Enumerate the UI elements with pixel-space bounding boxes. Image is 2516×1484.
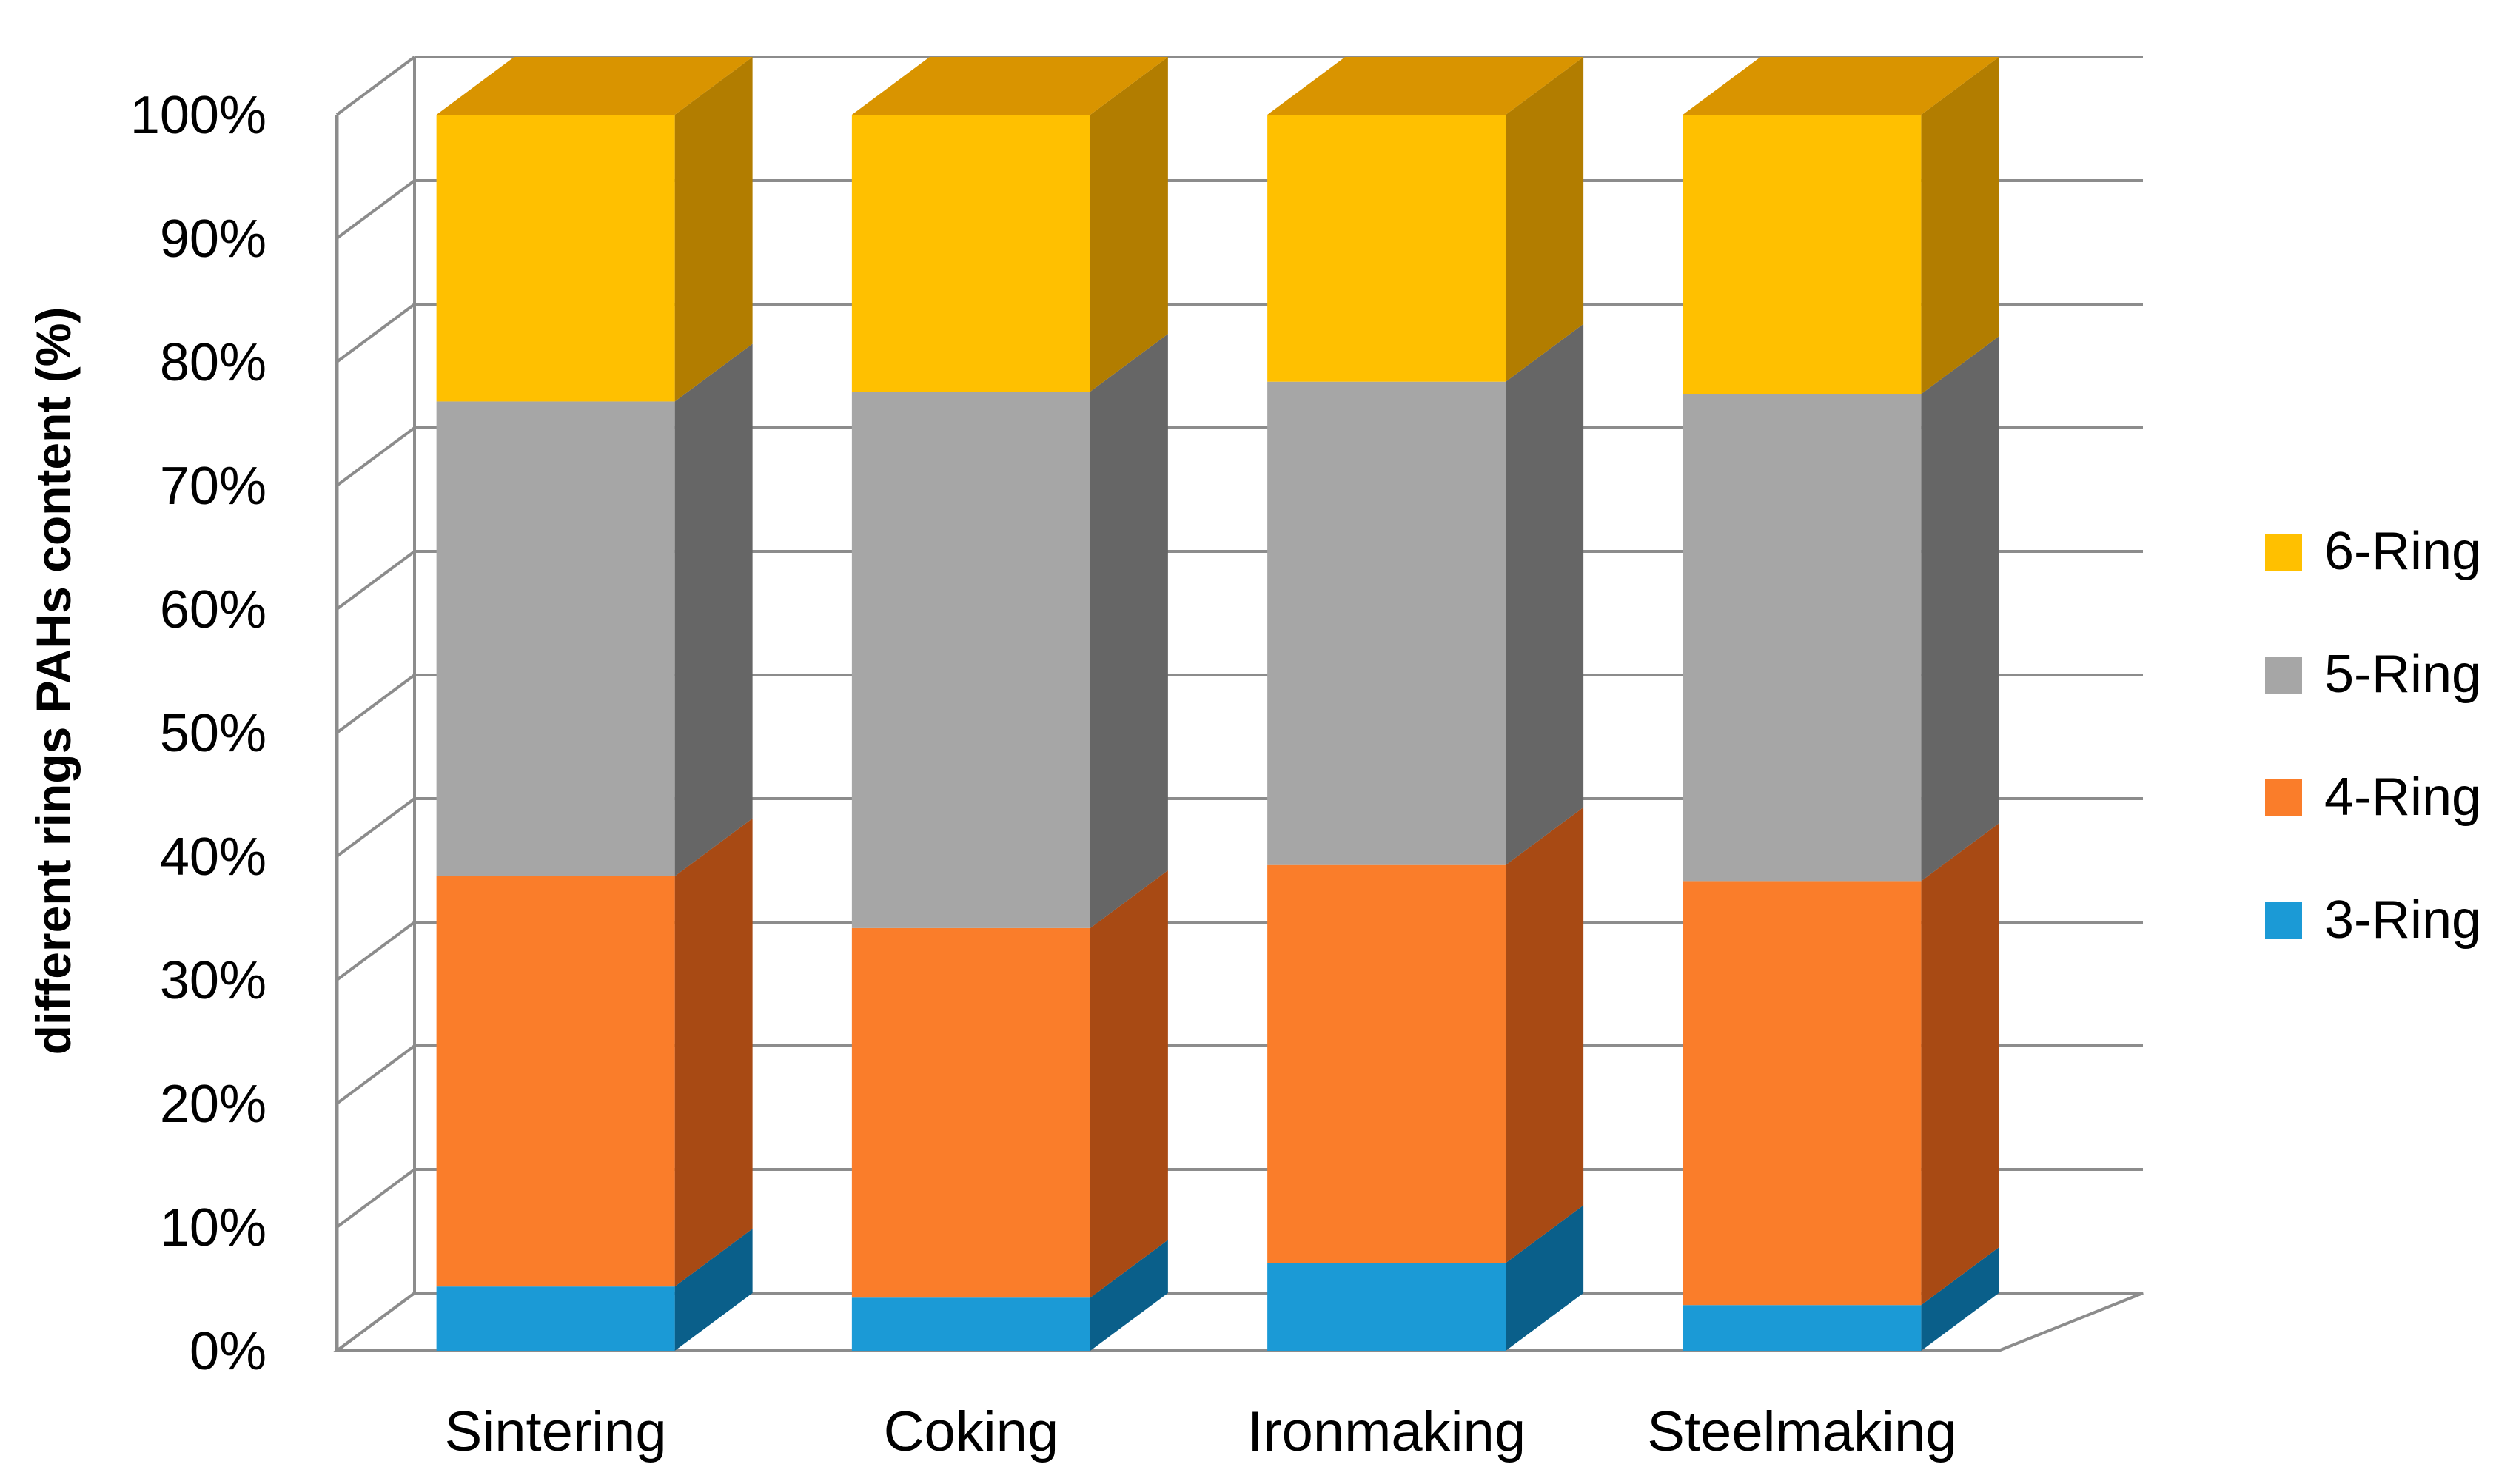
gridline-left-wall — [335, 426, 416, 487]
gridline-left-wall — [335, 1292, 416, 1352]
bar-segment-4-ring — [436, 876, 675, 1287]
bar-side-3-ring — [1506, 1205, 1584, 1351]
bar-top — [1683, 57, 1999, 115]
gridline-left-wall — [335, 674, 416, 734]
legend-label: 6-Ring — [2324, 522, 2481, 581]
bar-top — [851, 57, 1168, 115]
bar-segment-5-ring — [436, 401, 675, 876]
bar-side-5-ring — [1090, 334, 1168, 928]
bar-segment-4-ring — [851, 927, 1090, 1298]
y-tick-label: 0% — [189, 1322, 266, 1381]
bar-side-3-ring — [1921, 1247, 1999, 1351]
bars — [436, 57, 1999, 1351]
y-axis-title: different rings PAHs content (%) — [26, 307, 81, 1055]
bar-side-4-ring — [1090, 870, 1168, 1298]
bar-side-5-ring — [674, 343, 753, 876]
bar-segment-6-ring — [1683, 115, 1922, 394]
legend-swatch-6-ring — [2265, 534, 2302, 571]
y-tick-label: 60% — [160, 580, 266, 639]
bar-side-5-ring — [1921, 336, 1999, 882]
gridline-left-wall — [335, 1044, 416, 1105]
bar-top — [1267, 57, 1584, 115]
y-tick-label: 10% — [160, 1198, 266, 1258]
bar-side-6-ring — [1090, 57, 1168, 392]
gridline-left-wall — [335, 921, 416, 981]
bar-segment-3-ring — [851, 1297, 1090, 1351]
bar-side-6-ring — [674, 57, 753, 402]
bar-segment-3-ring — [1683, 1305, 1922, 1351]
y-tick-label: 30% — [160, 951, 266, 1010]
y-tick-label: 20% — [160, 1075, 266, 1134]
gridline-left-wall — [335, 1168, 416, 1229]
y-tick-label: 80% — [160, 333, 266, 392]
bar-stack-sintering — [436, 57, 753, 1351]
gridline-left-wall — [335, 797, 416, 858]
x-category-label: Sintering — [445, 1400, 667, 1463]
y-tick-label: 40% — [160, 827, 266, 887]
legend-label: 4-Ring — [2324, 768, 2481, 827]
bar-segment-4-ring — [1683, 881, 1922, 1306]
bar-segment-6-ring — [851, 115, 1090, 392]
bar-segment-4-ring — [1267, 864, 1506, 1263]
bar-segment-5-ring — [1683, 394, 1922, 882]
gridline-left-wall — [335, 56, 416, 116]
x-category-label: Ironmaking — [1247, 1400, 1526, 1463]
bar-segment-6-ring — [436, 115, 675, 402]
legend-label: 5-Ring — [2324, 645, 2481, 704]
bar-segment-3-ring — [436, 1286, 675, 1351]
legend-swatch-3-ring — [2265, 902, 2302, 939]
legend: 6-Ring 5-Ring 4-Ring 3-Ring — [2265, 522, 2481, 950]
bar-stack-coking — [851, 57, 1168, 1351]
bar-segment-3-ring — [1267, 1263, 1506, 1351]
bar-top — [436, 57, 753, 115]
y-tick-label: 90% — [160, 209, 266, 269]
y-tick-label: 70% — [160, 457, 266, 516]
bar-segment-5-ring — [1267, 381, 1506, 865]
legend-label: 3-Ring — [2324, 890, 2481, 950]
x-axis-labels: Sintering Coking Ironmaking Steelmaking — [445, 1400, 1957, 1463]
legend-swatch-5-ring — [2265, 657, 2302, 694]
gridline-left-wall — [335, 179, 416, 240]
bar-stack-ironmaking — [1267, 57, 1584, 1351]
gridline-left-wall — [335, 303, 416, 363]
bar-side-5-ring — [1506, 323, 1584, 865]
bar-side-3-ring — [674, 1229, 753, 1351]
bar-side-4-ring — [1921, 823, 1999, 1306]
bar-side-4-ring — [674, 818, 753, 1287]
legend-swatch-4-ring — [2265, 779, 2302, 816]
bar-side-3-ring — [1090, 1240, 1168, 1351]
y-tick-label: 50% — [160, 704, 266, 763]
bar-stack-steelmaking — [1683, 57, 1999, 1351]
y-axis-ticks: 0% 10% 20% 30% 40% 50% 60% 70% 80% 90% 100% — [130, 86, 266, 1381]
bar-side-4-ring — [1506, 807, 1584, 1263]
bar-side-6-ring — [1506, 57, 1584, 382]
x-category-label: Coking — [884, 1400, 1059, 1463]
bar-side-6-ring — [1921, 57, 1999, 394]
x-category-label: Steelmaking — [1647, 1400, 1956, 1463]
gridline-left-wall — [335, 550, 416, 611]
bar-segment-6-ring — [1267, 115, 1506, 382]
y-tick-label: 100% — [130, 86, 266, 145]
bar-segment-5-ring — [851, 392, 1090, 928]
